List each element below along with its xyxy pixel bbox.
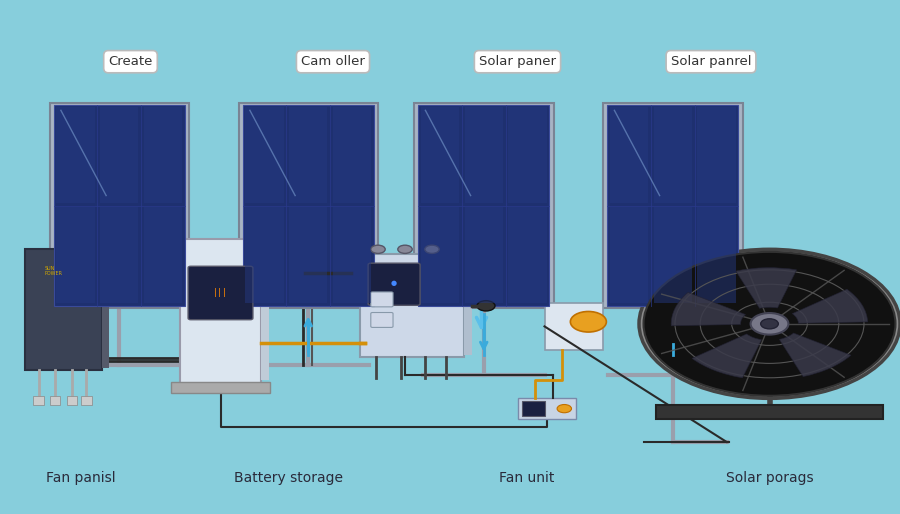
Circle shape bbox=[477, 301, 495, 311]
Circle shape bbox=[751, 313, 788, 335]
Text: Create: Create bbox=[108, 55, 153, 68]
FancyBboxPatch shape bbox=[289, 207, 328, 303]
Text: Battery storage: Battery storage bbox=[233, 471, 343, 485]
FancyBboxPatch shape bbox=[238, 103, 378, 308]
Circle shape bbox=[425, 245, 439, 253]
FancyBboxPatch shape bbox=[414, 103, 554, 308]
Wedge shape bbox=[736, 268, 796, 308]
FancyBboxPatch shape bbox=[421, 107, 459, 203]
FancyBboxPatch shape bbox=[421, 207, 459, 303]
FancyBboxPatch shape bbox=[698, 107, 735, 203]
FancyBboxPatch shape bbox=[464, 107, 503, 203]
Circle shape bbox=[557, 405, 572, 413]
Circle shape bbox=[371, 245, 385, 253]
Circle shape bbox=[760, 319, 778, 329]
FancyBboxPatch shape bbox=[144, 207, 182, 303]
FancyBboxPatch shape bbox=[289, 107, 328, 203]
FancyBboxPatch shape bbox=[57, 207, 94, 303]
Bar bbox=[50, 396, 60, 405]
FancyBboxPatch shape bbox=[368, 263, 420, 305]
FancyBboxPatch shape bbox=[371, 292, 393, 307]
FancyBboxPatch shape bbox=[333, 207, 371, 303]
FancyBboxPatch shape bbox=[610, 107, 648, 203]
FancyBboxPatch shape bbox=[656, 405, 883, 419]
FancyBboxPatch shape bbox=[653, 207, 692, 303]
FancyBboxPatch shape bbox=[261, 239, 269, 380]
Wedge shape bbox=[779, 333, 851, 377]
FancyBboxPatch shape bbox=[464, 207, 503, 303]
FancyBboxPatch shape bbox=[246, 207, 284, 303]
FancyBboxPatch shape bbox=[522, 401, 545, 416]
FancyBboxPatch shape bbox=[610, 207, 648, 303]
FancyBboxPatch shape bbox=[544, 303, 603, 350]
FancyBboxPatch shape bbox=[25, 249, 102, 370]
FancyBboxPatch shape bbox=[508, 107, 546, 203]
Text: Fan panisl: Fan panisl bbox=[46, 471, 116, 485]
Wedge shape bbox=[792, 289, 868, 323]
FancyBboxPatch shape bbox=[333, 107, 371, 203]
Text: ●: ● bbox=[391, 280, 397, 286]
FancyBboxPatch shape bbox=[508, 207, 546, 303]
Text: Solar porags: Solar porags bbox=[725, 471, 814, 485]
Circle shape bbox=[571, 311, 607, 332]
Circle shape bbox=[644, 252, 896, 396]
FancyBboxPatch shape bbox=[100, 207, 139, 303]
Text: Cam oller: Cam oller bbox=[302, 55, 364, 68]
FancyBboxPatch shape bbox=[360, 254, 464, 357]
FancyBboxPatch shape bbox=[653, 107, 692, 203]
FancyBboxPatch shape bbox=[54, 105, 184, 306]
Text: SUN
POWER: SUN POWER bbox=[44, 266, 62, 277]
FancyBboxPatch shape bbox=[100, 107, 139, 203]
FancyBboxPatch shape bbox=[698, 207, 735, 303]
FancyBboxPatch shape bbox=[171, 382, 270, 393]
FancyBboxPatch shape bbox=[464, 254, 472, 355]
FancyBboxPatch shape bbox=[50, 103, 189, 308]
FancyBboxPatch shape bbox=[144, 107, 182, 203]
FancyBboxPatch shape bbox=[188, 266, 253, 320]
Text: Solar panrel: Solar panrel bbox=[670, 55, 752, 68]
Bar bbox=[67, 396, 77, 405]
Text: |||: ||| bbox=[213, 288, 228, 297]
FancyBboxPatch shape bbox=[243, 105, 374, 306]
Circle shape bbox=[398, 245, 412, 253]
Bar bbox=[33, 396, 44, 405]
FancyBboxPatch shape bbox=[518, 398, 576, 419]
FancyBboxPatch shape bbox=[371, 313, 393, 327]
FancyBboxPatch shape bbox=[246, 107, 284, 203]
FancyBboxPatch shape bbox=[608, 105, 738, 306]
FancyBboxPatch shape bbox=[180, 239, 261, 383]
Wedge shape bbox=[692, 334, 761, 378]
Wedge shape bbox=[671, 292, 745, 326]
Bar bbox=[81, 396, 92, 405]
Circle shape bbox=[639, 249, 900, 398]
Text: Fan unit: Fan unit bbox=[499, 471, 554, 485]
FancyBboxPatch shape bbox=[102, 249, 109, 368]
FancyBboxPatch shape bbox=[418, 105, 549, 306]
FancyBboxPatch shape bbox=[57, 107, 94, 203]
Text: Solar paner: Solar paner bbox=[479, 55, 556, 68]
FancyBboxPatch shape bbox=[603, 103, 742, 308]
